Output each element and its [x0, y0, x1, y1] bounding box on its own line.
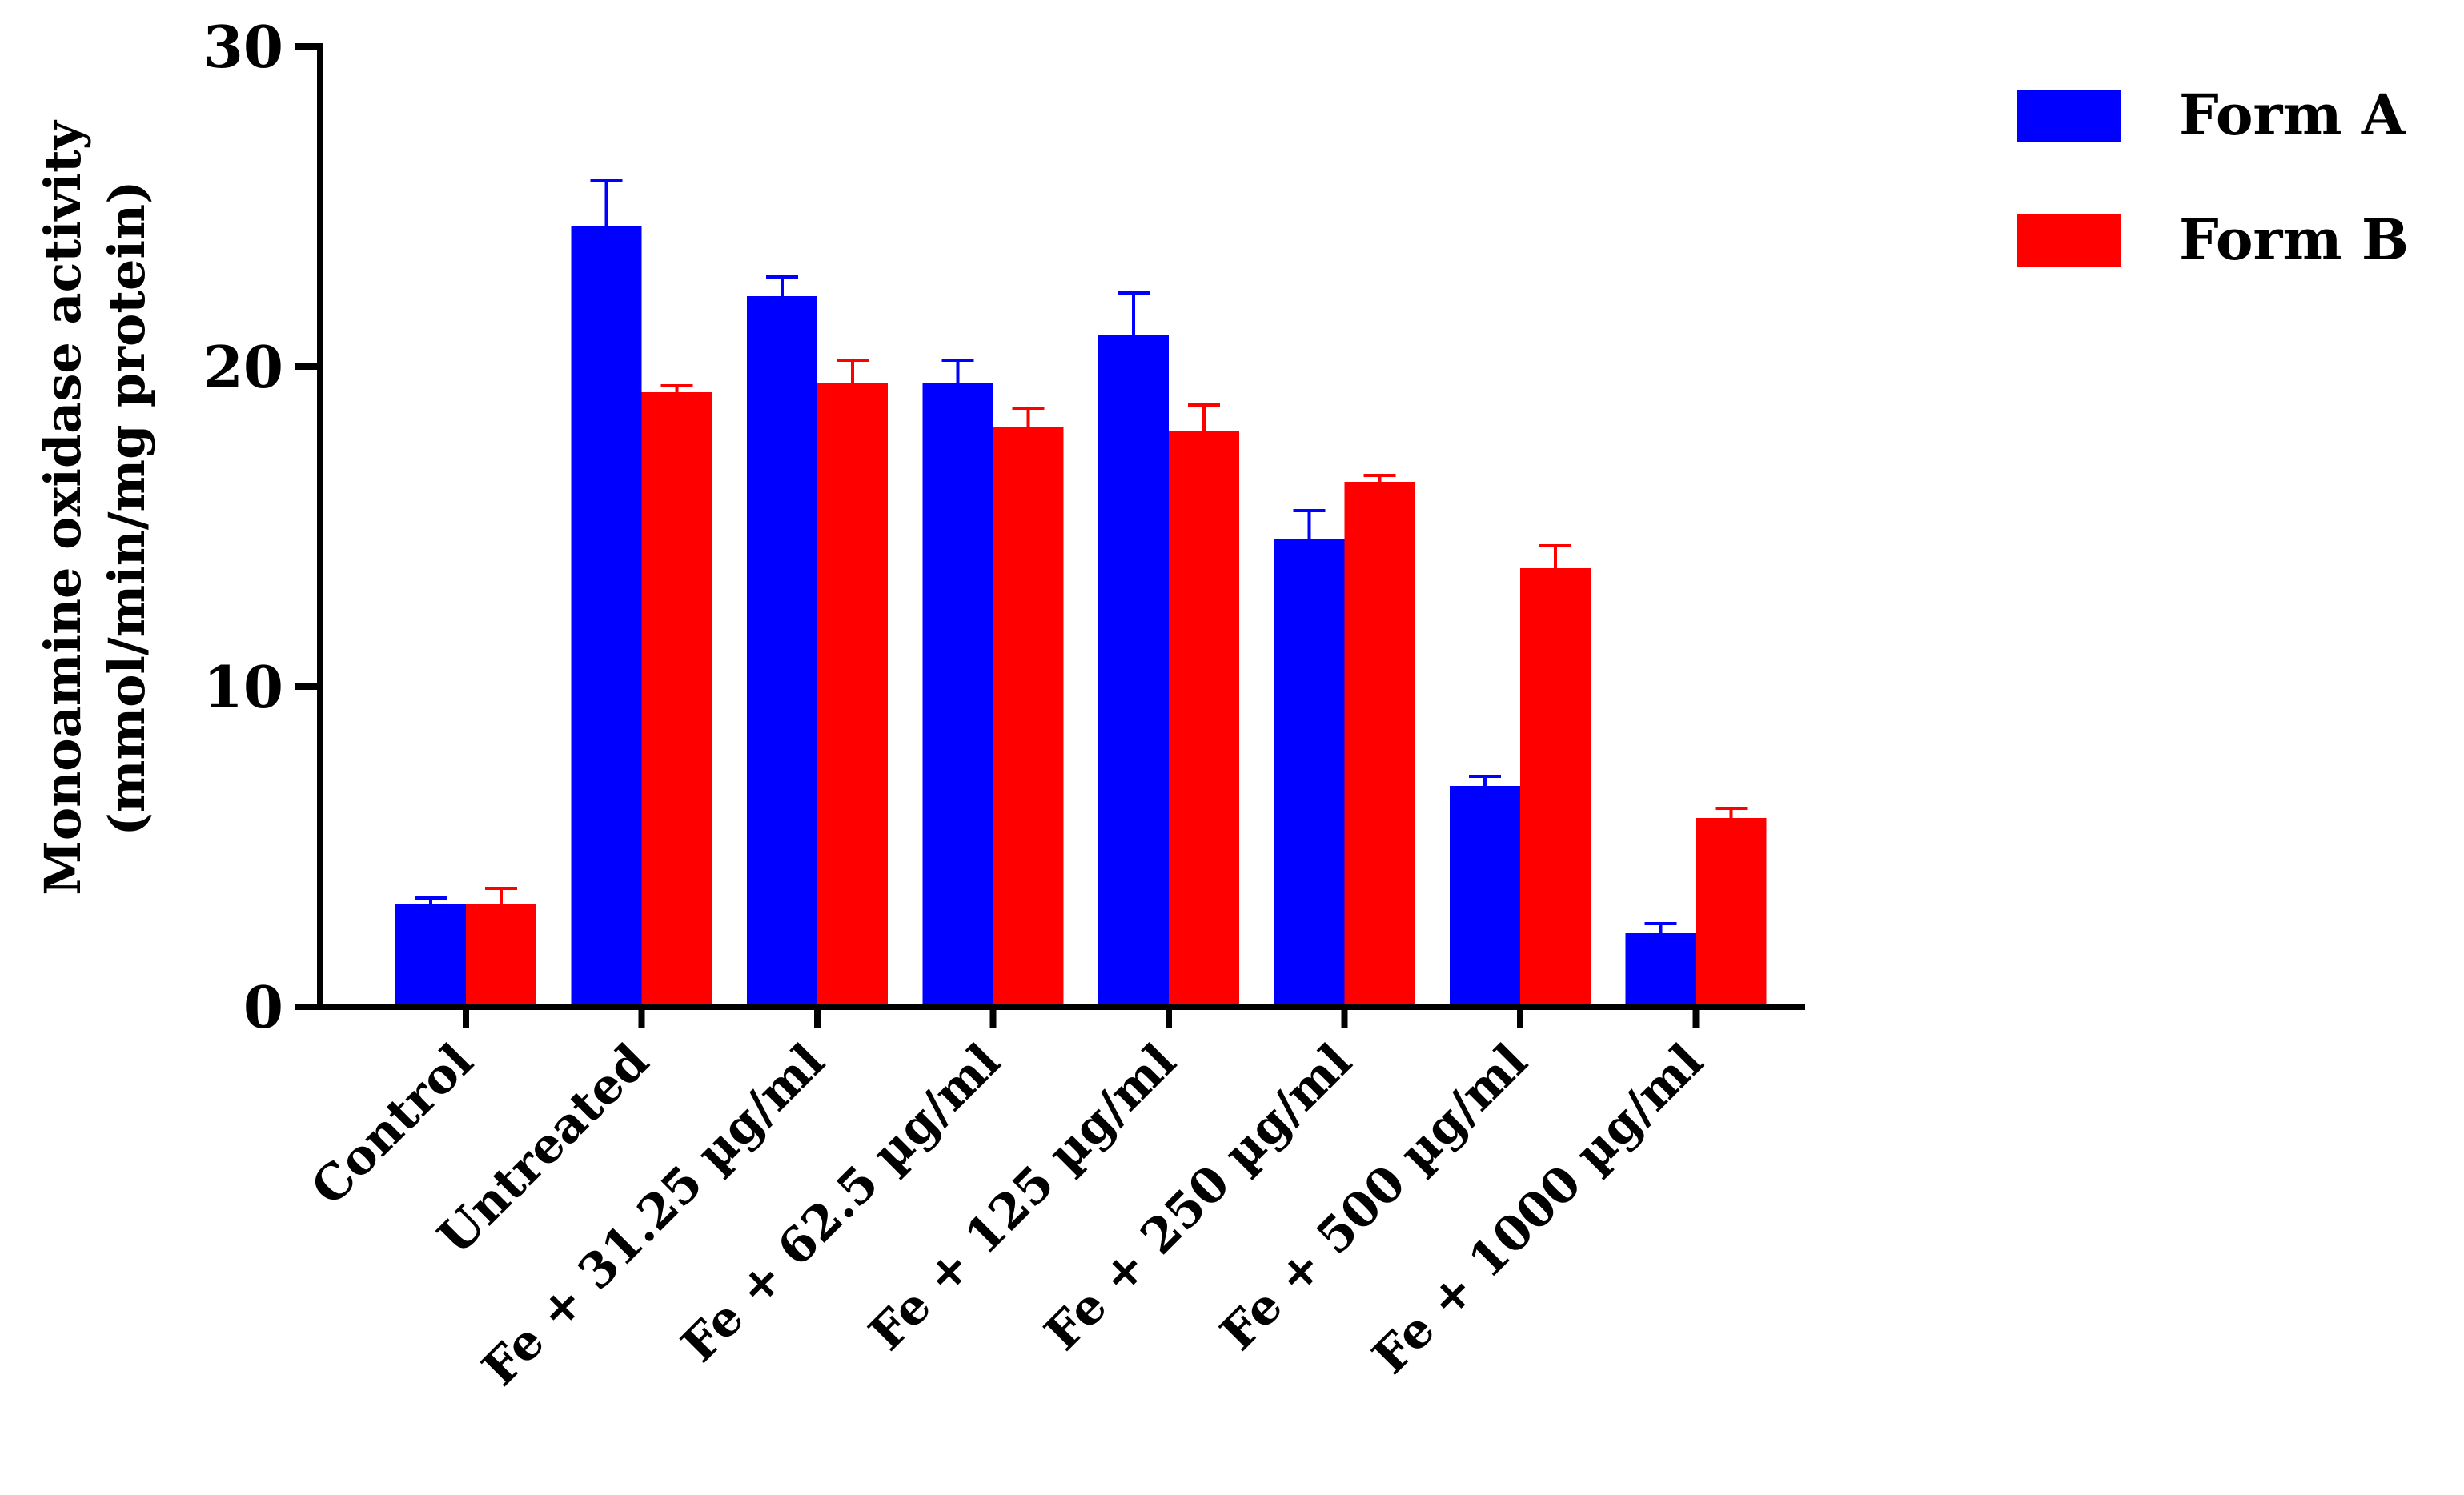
legend-swatch-form-a	[2017, 90, 2121, 142]
bar-form-b	[466, 904, 536, 1007]
bar-form-a	[395, 904, 466, 1007]
bar-form-b	[817, 383, 888, 1007]
bar-form-a	[922, 383, 993, 1007]
bars	[395, 226, 1767, 1007]
y-tick-label: 30	[203, 13, 283, 81]
bar-form-b	[1520, 568, 1591, 1007]
legend-swatch-form-b	[2017, 214, 2121, 267]
bar-form-b	[1169, 431, 1239, 1007]
y-axis: 0 10 20 30	[203, 13, 323, 1041]
x-tick-label: Control	[301, 1033, 484, 1216]
bar-form-a	[747, 296, 817, 1007]
bar-form-b	[1696, 818, 1767, 1007]
bar-form-b	[993, 427, 1064, 1007]
y-tick-label: 10	[203, 653, 283, 721]
x-tick-label: Fe + 1000 µg/ml	[1362, 1033, 1714, 1385]
error-bars	[415, 179, 1748, 933]
y-axis-title-line-1: Monoamine oxidase activity	[34, 119, 92, 896]
bar-form-a	[1625, 933, 1696, 1007]
legend-label-form-b: Form B	[2179, 206, 2409, 273]
x-tick-label: Fe + 62.5 µg/ml	[671, 1033, 1011, 1373]
x-tick-label: Fe + 250 µg/ml	[1034, 1033, 1362, 1361]
y-tick-label: 0	[243, 973, 283, 1041]
bar-form-a	[1450, 786, 1520, 1007]
bar-form-a	[571, 226, 642, 1007]
legend-label-form-a: Form A	[2179, 82, 2406, 148]
bar-form-a	[1274, 539, 1345, 1007]
legend: Form A Form B	[2017, 82, 2409, 273]
x-tick-label: Fe + 500 µg/ml	[1210, 1033, 1539, 1361]
y-tick-label: 20	[203, 333, 283, 401]
y-axis-title-line-2: (mmol/min/mg protein)	[98, 181, 156, 836]
y-axis-title: Monoamine oxidase activity (mmol/min/mg …	[34, 119, 156, 896]
x-tick-label: Fe + 31.25 µg/ml	[472, 1033, 835, 1397]
bar-form-b	[1344, 482, 1415, 1007]
x-tick-label: Fe + 125 µg/ml	[859, 1033, 1187, 1361]
bar-form-a	[1098, 335, 1169, 1007]
bar-form-b	[641, 392, 712, 1007]
